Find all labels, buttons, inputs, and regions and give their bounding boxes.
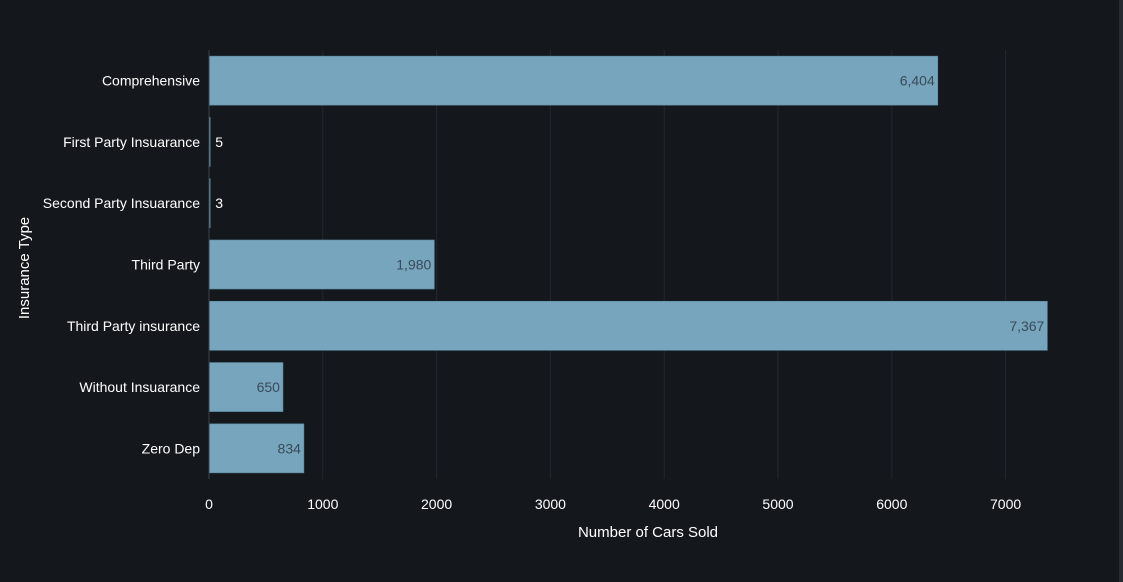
y-tick-label: Comprehensive [102, 73, 200, 89]
data-label: 1,980 [396, 257, 431, 273]
x-tick-label: 5000 [762, 496, 793, 512]
y-axis: Comprehensive First Party Insuarance Secon… [43, 50, 210, 479]
x-axis-title: Number of Cars Sold [578, 524, 718, 541]
grid-lines [322, 50, 1007, 479]
data-label: 6,404 [900, 73, 935, 89]
y-tick-label: First Party Insuarance [63, 134, 200, 150]
x-tick-label: 3000 [535, 496, 566, 512]
bar [208, 362, 284, 412]
y-tick-label: Zero Dep [142, 440, 201, 456]
bar [208, 300, 1048, 351]
y-tick-label: Third Party insurance [67, 318, 200, 334]
x-tick-label: 1000 [307, 496, 338, 512]
scrollbar-edge [1119, 0, 1123, 582]
data-label: 3 [215, 195, 223, 211]
x-tick-label: 6000 [876, 496, 907, 512]
data-label: 5 [215, 134, 223, 150]
x-axis: 0 1000 2000 3000 4000 5000 6000 7000 [205, 496, 1021, 512]
y-axis-title: Insurance Type [16, 217, 33, 319]
bars-group [208, 55, 1048, 474]
bar [208, 55, 939, 106]
x-tick-label: 0 [205, 496, 213, 512]
x-tick-label: 7000 [990, 496, 1021, 512]
y-tick-label: Second Party Insuarance [43, 195, 200, 211]
data-label: 650 [257, 379, 281, 395]
y-tick-label: Without Insuarance [79, 379, 200, 395]
data-label: 834 [278, 440, 302, 456]
bar [208, 239, 435, 290]
value-labels-group: 6,404 5 3 1,980 7,367 650 834 [215, 73, 1044, 457]
y-tick-label: Third Party [132, 257, 200, 273]
bar [208, 423, 305, 474]
data-label: 7,367 [1009, 318, 1044, 334]
x-tick-label: 4000 [649, 496, 680, 512]
x-tick-label: 2000 [421, 496, 452, 512]
